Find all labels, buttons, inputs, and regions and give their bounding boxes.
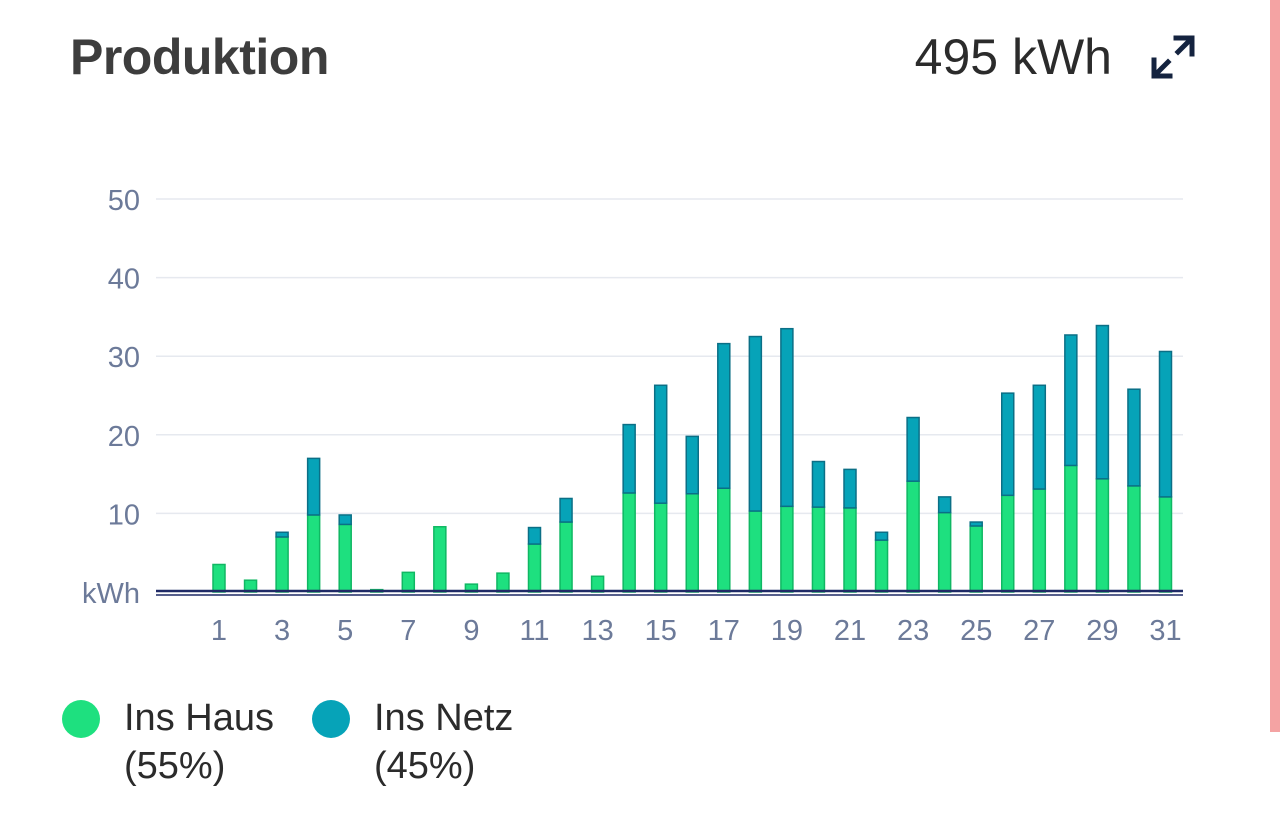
x-tick-label-13: 13 [581, 615, 613, 647]
y-tick-label-30: 30 [108, 342, 140, 374]
bar-netz-day-28 [1064, 334, 1078, 467]
bar-haus-day-4 [306, 514, 321, 593]
bar-haus-day-10 [496, 572, 510, 593]
bar-netz-day-17 [717, 342, 731, 489]
bar-haus-day-27 [1032, 488, 1047, 593]
bar-haus-day-23 [906, 480, 920, 593]
x-tick-label-1: 1 [211, 615, 227, 647]
legend-label-netz: Ins Netz [374, 697, 514, 739]
legend-dot-netz [312, 700, 350, 738]
bar-haus-day-18 [748, 510, 763, 593]
bar-netz-day-29 [1095, 324, 1110, 480]
bar-netz-day-3 [275, 531, 289, 538]
bar-haus-day-19 [780, 505, 794, 593]
bar-haus-day-16 [685, 493, 699, 593]
legend-dot-haus [62, 700, 100, 738]
bar-haus-day-25 [969, 525, 983, 593]
bar-haus-day-15 [653, 502, 668, 593]
x-tick-label-5: 5 [337, 615, 353, 647]
bar-netz-day-21 [843, 468, 857, 509]
x-tick-label-11: 11 [519, 615, 549, 647]
y-tick-label-50: 50 [108, 185, 140, 217]
bar-netz-day-25 [969, 521, 983, 527]
x-tick-label-29: 29 [1086, 615, 1118, 647]
bar-netz-day-22 [874, 531, 889, 541]
bar-netz-day-18 [748, 335, 763, 512]
total-production-value: 495 kWh [914, 29, 1112, 85]
expand-arrows-icon [1151, 35, 1195, 79]
bar-netz-day-31 [1158, 350, 1173, 498]
bar-haus-day-30 [1127, 485, 1141, 593]
bar-haus-day-26 [1001, 494, 1015, 593]
x-tick-label-23: 23 [897, 615, 929, 647]
x-tick-label-15: 15 [645, 615, 677, 647]
bar-haus-day-7 [401, 571, 416, 593]
bar-haus-day-28 [1064, 464, 1078, 593]
bar-haus-day-29 [1095, 478, 1110, 593]
bar-haus-day-24 [937, 511, 952, 593]
bar-netz-day-30 [1127, 388, 1141, 487]
x-tick-label-19: 19 [771, 615, 803, 647]
x-tick-label-25: 25 [960, 615, 992, 647]
bar-netz-day-5 [338, 514, 352, 526]
bar-netz-day-11 [527, 526, 542, 545]
x-tick-label-9: 9 [463, 615, 479, 647]
bar-haus-day-31 [1158, 496, 1173, 593]
bar-haus-day-3 [275, 536, 289, 593]
bar-netz-day-26 [1001, 392, 1015, 497]
bar-netz-day-4 [306, 457, 321, 516]
legend-label-haus: Ins Haus [124, 697, 274, 739]
y-tick-label-20: 20 [108, 421, 140, 453]
bar-netz-day-19 [780, 327, 794, 508]
bar-netz-day-15 [653, 384, 668, 504]
y-tick-label-10: 10 [108, 499, 140, 531]
bar-haus-day-11 [527, 543, 542, 593]
bar-haus-day-5 [338, 523, 352, 593]
y-tick-label-40: 40 [108, 264, 140, 296]
x-tick-label-17: 17 [708, 615, 740, 647]
bar-haus-day-14 [622, 492, 636, 593]
bar-haus-day-21 [843, 507, 857, 593]
scroll-edge-indicator [1270, 0, 1280, 732]
legend-item-ins-netz[interactable]: Ins Netz (45%) [312, 694, 513, 790]
bar-haus-day-12 [559, 521, 573, 593]
bar-haus-day-22 [874, 539, 889, 593]
y-axis-unit-label: kWh [82, 578, 140, 610]
legend-percent-haus: (55%) [124, 745, 226, 787]
bar-haus-day-13 [590, 575, 605, 593]
x-tick-label-27: 27 [1023, 615, 1055, 647]
expand-button[interactable] [1146, 30, 1200, 84]
bar-netz-day-24 [937, 496, 952, 514]
bar-netz-day-14 [622, 423, 636, 494]
bar-haus-day-8 [433, 526, 447, 593]
x-tick-label-7: 7 [400, 615, 416, 647]
bar-haus-day-1 [212, 563, 226, 593]
bar-netz-day-23 [906, 416, 920, 482]
page-title: Produktion [70, 29, 329, 85]
legend-percent-netz: (45%) [374, 745, 476, 787]
legend-item-ins-haus[interactable]: Ins Haus (55%) [62, 694, 274, 790]
x-tick-label-3: 3 [274, 615, 290, 647]
x-tick-label-21: 21 [834, 615, 866, 647]
bar-netz-day-20 [811, 460, 826, 508]
bar-netz-day-27 [1032, 384, 1047, 490]
x-tick-label-31: 31 [1149, 615, 1181, 647]
bar-haus-day-17 [717, 487, 731, 593]
bar-netz-day-12 [559, 497, 573, 523]
bar-netz-day-16 [685, 435, 699, 495]
bar-haus-day-20 [811, 506, 826, 593]
